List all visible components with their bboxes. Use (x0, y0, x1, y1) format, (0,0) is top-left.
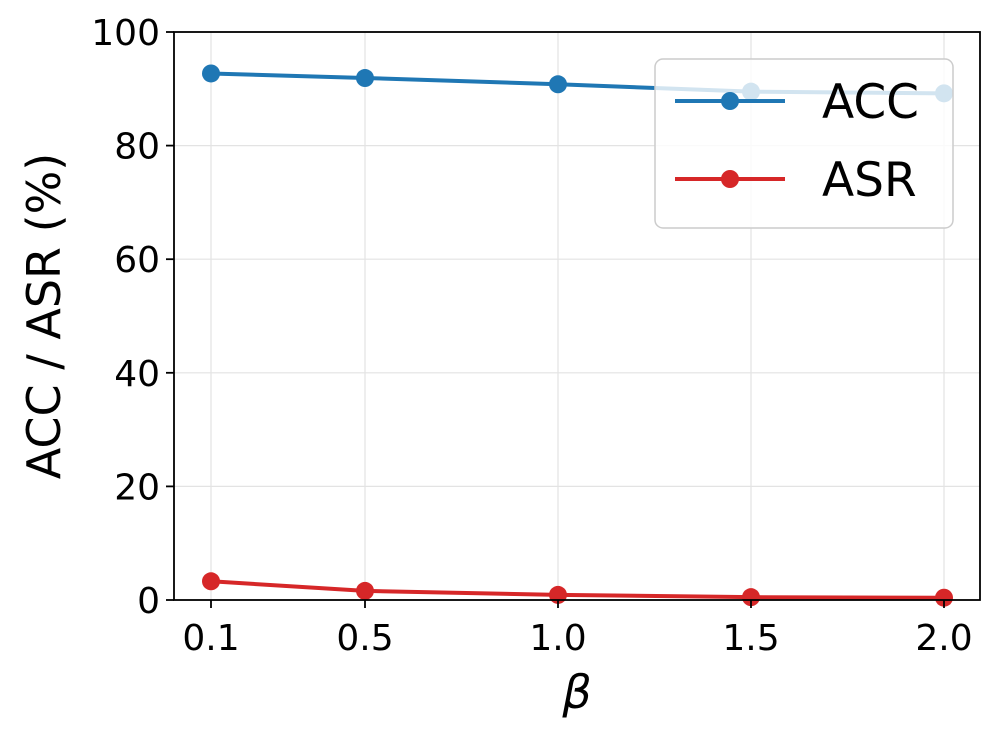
series-line-asr (210, 579, 945, 600)
y-axis: 0 20 40 60 80 100 (91, 13, 174, 622)
plot-frame (173, 31, 981, 601)
x-tick-label: 0.5 (336, 618, 393, 659)
y-tick-label: 60 (114, 240, 160, 281)
y-tick-label: 100 (91, 13, 160, 54)
legend-marker-asr (721, 170, 739, 188)
y-tick-label: 0 (137, 581, 160, 622)
legend-label-asr: ASR (822, 153, 917, 208)
y-tick-label: 40 (114, 354, 160, 395)
y-tick-label: 20 (114, 467, 160, 508)
y-axis-title: ACC / ASR (%) (17, 153, 71, 480)
data-point-asr (202, 572, 220, 591)
data-point-asr (742, 588, 760, 607)
x-tick-label: 0.1 (182, 618, 239, 659)
data-point-acc (549, 75, 567, 94)
legend-label-acc: ACC (822, 75, 919, 130)
x-tick-label: 1.0 (529, 618, 586, 659)
data-point-asr (356, 581, 374, 600)
y-tick-label: 80 (114, 127, 160, 168)
x-axis-title: β (561, 665, 591, 719)
data-point-acc (202, 64, 220, 83)
x-tick-label: 1.5 (722, 618, 779, 659)
x-tick-label: 2.0 (915, 618, 972, 659)
data-point-acc (356, 69, 374, 88)
data-point-asr (935, 588, 953, 607)
x-axis: 0.1 0.5 1.0 1.5 2.0 (182, 600, 973, 659)
legend-marker-acc (721, 92, 739, 110)
legend: ACC ASR (654, 58, 954, 229)
